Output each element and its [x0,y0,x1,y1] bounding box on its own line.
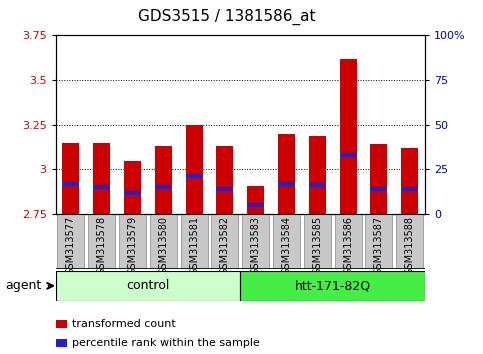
Bar [396,214,423,269]
Text: GSM313578: GSM313578 [97,216,107,275]
Bar [155,185,172,189]
Bar [304,214,331,269]
Bar [278,134,295,214]
Bar [340,59,356,214]
Bar [56,271,241,301]
Text: GSM313584: GSM313584 [282,216,291,275]
Bar [216,187,233,191]
Bar [309,183,326,187]
Bar [185,175,202,178]
Bar [309,136,326,214]
Bar [62,143,79,214]
Bar [340,153,356,157]
Bar [247,185,264,214]
Text: GSM313582: GSM313582 [220,216,230,275]
Bar [216,146,233,214]
Text: GSM313587: GSM313587 [374,216,384,275]
Text: GSM313585: GSM313585 [313,216,322,275]
Bar [247,203,264,207]
Bar [124,190,141,194]
Text: htt-171-82Q: htt-171-82Q [295,279,371,292]
Bar [56,320,67,328]
Bar [119,214,146,269]
Bar [370,187,387,191]
Bar [93,143,110,214]
Bar [124,161,141,214]
Text: agent: agent [5,279,41,292]
Text: GSM313586: GSM313586 [343,216,353,275]
Text: GDS3515 / 1381586_at: GDS3515 / 1381586_at [138,9,316,25]
Bar [273,214,300,269]
Bar [150,214,177,269]
Bar [401,187,418,191]
Text: GSM313588: GSM313588 [405,216,414,275]
Text: GSM313580: GSM313580 [158,216,168,275]
Bar [155,146,172,214]
Bar [401,148,418,214]
Bar [185,125,202,214]
Bar [88,214,115,269]
Bar [278,182,295,185]
Bar [335,214,362,269]
Bar [62,182,79,185]
Text: GSM313581: GSM313581 [189,216,199,275]
Bar [181,214,208,269]
Bar [242,214,269,269]
Bar [56,339,67,347]
Text: control: control [126,279,170,292]
Bar [93,185,110,189]
Text: GSM313583: GSM313583 [251,216,261,275]
Text: transformed count: transformed count [72,319,176,329]
Text: GSM313579: GSM313579 [128,216,138,275]
Bar [370,144,387,214]
Text: GSM313577: GSM313577 [66,216,76,275]
Bar [57,214,85,269]
Bar [241,271,425,301]
Bar [212,214,239,269]
Bar [365,214,392,269]
Text: percentile rank within the sample: percentile rank within the sample [72,338,260,348]
